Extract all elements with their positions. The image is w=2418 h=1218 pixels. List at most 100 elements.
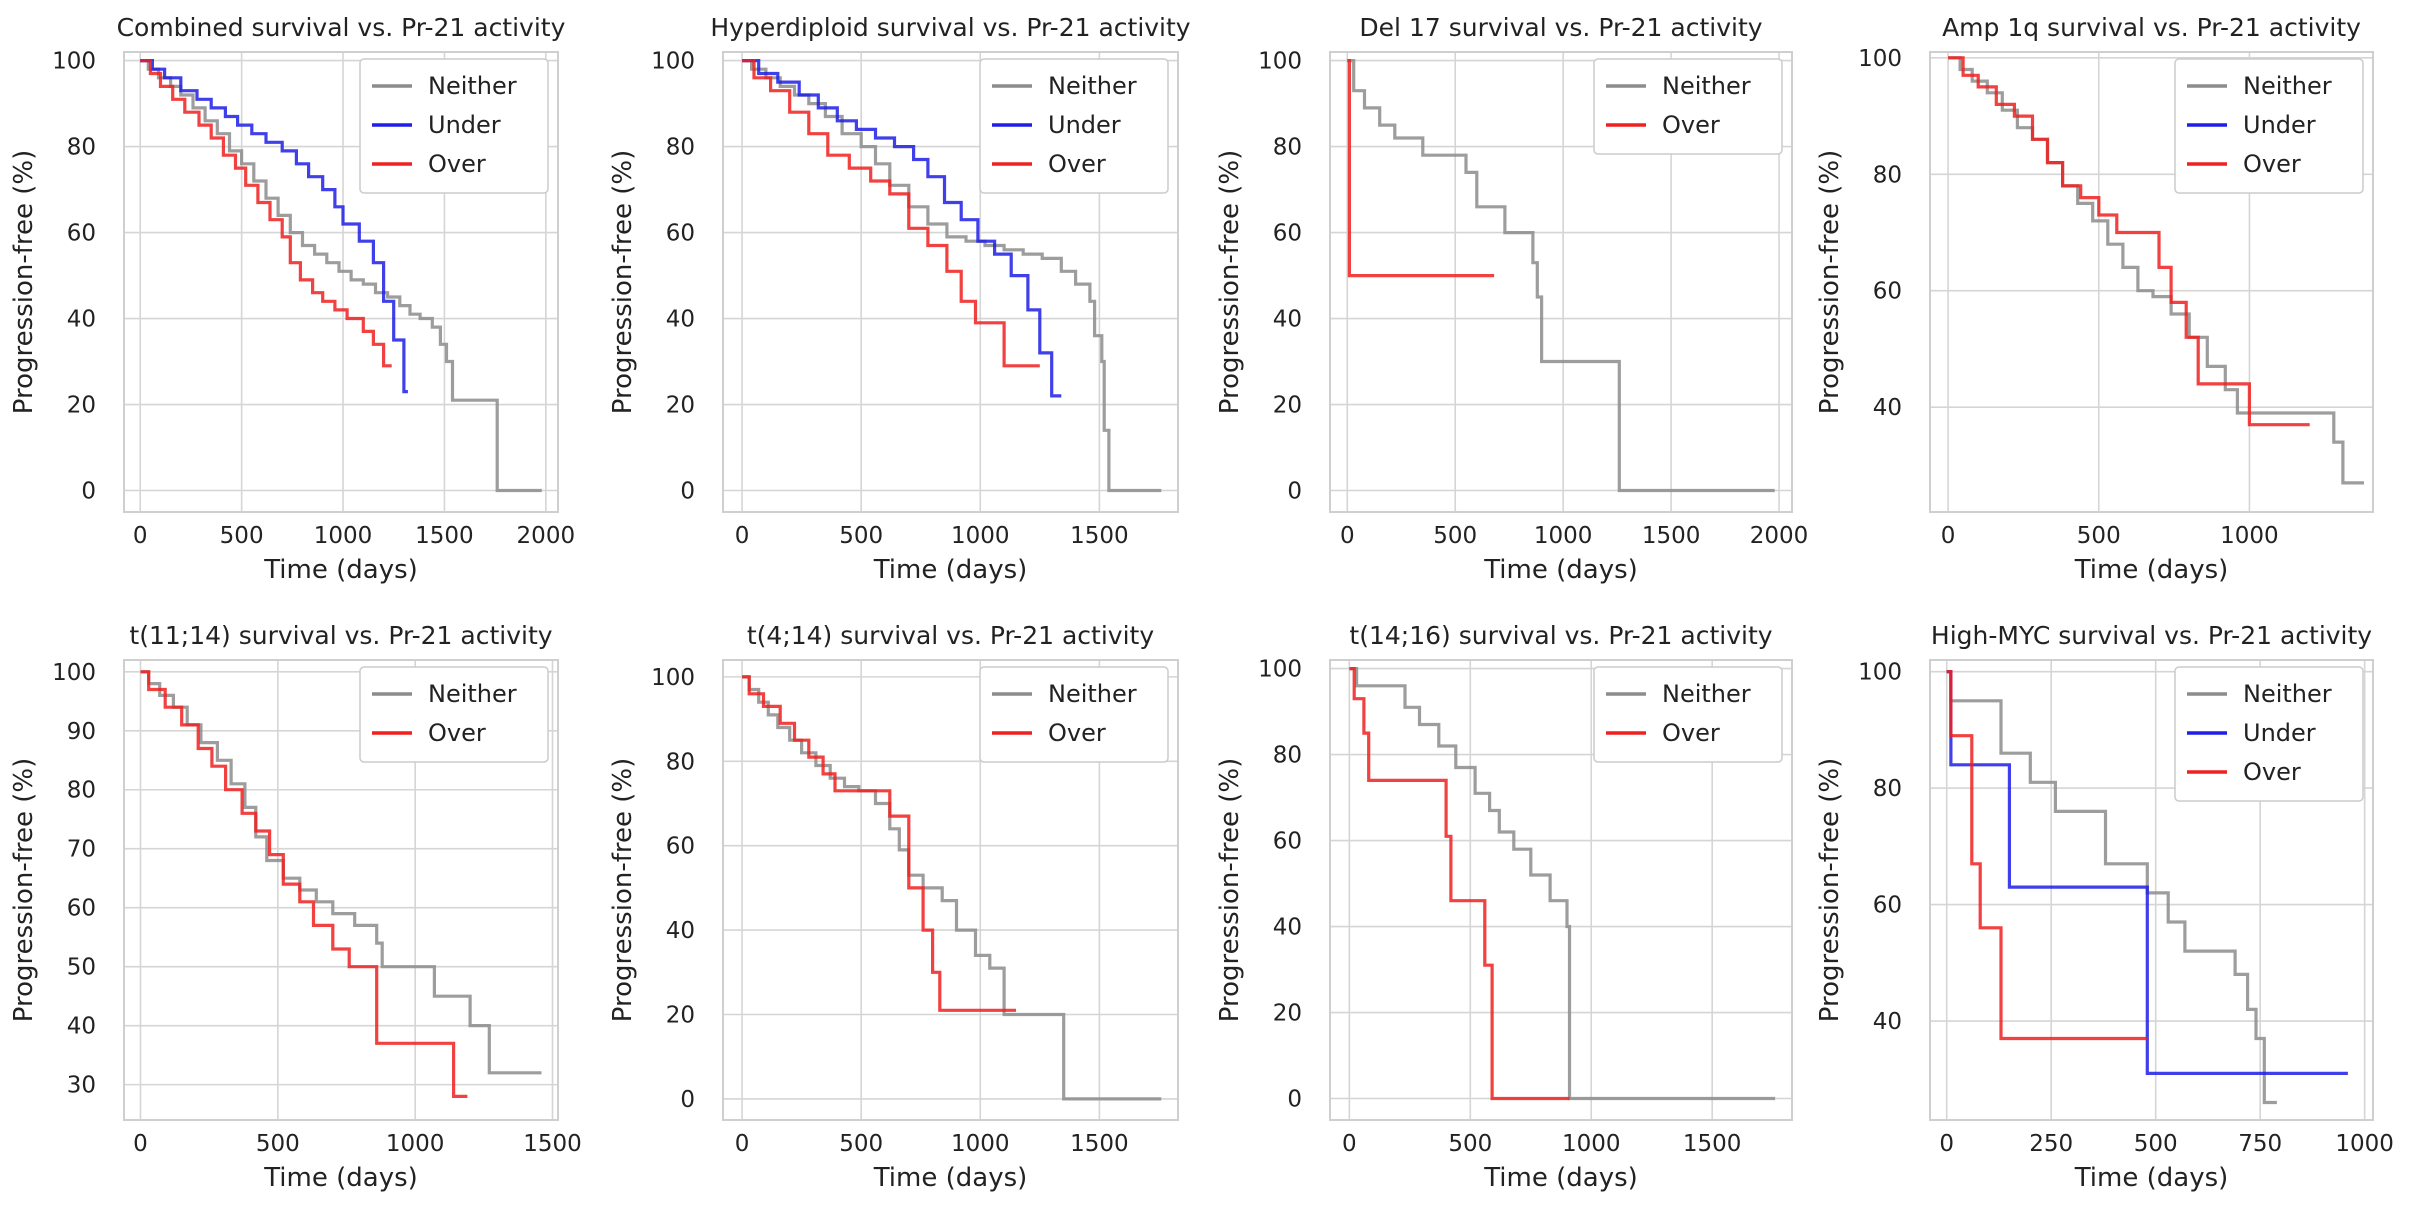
y-tick-label: 60 <box>1273 221 1302 247</box>
y-tick-label: 80 <box>666 135 695 161</box>
y-tick-label: 80 <box>67 778 96 804</box>
legend-label-over: Over <box>428 150 486 178</box>
x-tick-label: 500 <box>2077 523 2121 549</box>
legend-label-over: Over <box>2243 150 2301 178</box>
legend-label-over: Over <box>428 719 486 747</box>
y-tick-label: 20 <box>67 393 96 419</box>
x-tick-label: 500 <box>2134 1131 2178 1157</box>
y-axis-label: Progression-free (%) <box>9 758 39 1022</box>
y-tick-label: 0 <box>680 1087 695 1113</box>
chart-title: t(14;16) survival vs. Pr-21 activity <box>1349 621 1772 650</box>
legend-box <box>2174 666 2364 802</box>
x-tick-label: 500 <box>220 523 264 549</box>
chart-title: High-MYC survival vs. Pr-21 activity <box>1931 621 2372 650</box>
legend-box <box>979 58 1169 194</box>
legend-box <box>359 666 549 763</box>
y-tick-label: 60 <box>67 896 96 922</box>
series-line-over <box>1946 670 2148 1041</box>
y-tick-label: 0 <box>680 479 695 505</box>
x-tick-label: 500 <box>1433 523 1477 549</box>
legend-label-under: Under <box>2243 111 2316 139</box>
series-line-over <box>1349 667 1570 1101</box>
x-tick-label: 250 <box>2029 1131 2073 1157</box>
x-tick-label: 1000 <box>951 1131 1010 1157</box>
chart-title: Combined survival vs. Pr-21 activity <box>117 13 566 42</box>
y-tick-label: 60 <box>1273 829 1302 855</box>
legend-box <box>2174 58 2364 194</box>
x-axis-label: Time (days) <box>873 1163 1028 1193</box>
y-tick-label: 40 <box>1873 395 1902 421</box>
legend-label-neither: Neither <box>1662 72 1751 100</box>
x-tick-label: 0 <box>735 523 750 549</box>
y-tick-label: 80 <box>666 749 695 775</box>
chart-title: Hyperdiploid survival vs. Pr-21 activity <box>710 13 1190 42</box>
y-tick-label: 80 <box>1273 743 1302 769</box>
y-tick-label: 100 <box>52 660 96 686</box>
plot-frame <box>1929 659 2374 1121</box>
x-tick-label: 2000 <box>517 523 576 549</box>
y-axis-label: Progression-free (%) <box>1815 150 1845 414</box>
legend-box <box>979 666 1169 763</box>
x-tick-label: 0 <box>1941 523 1956 549</box>
legend: Neither Over <box>1593 58 1783 155</box>
x-axis-label: Time (days) <box>2074 555 2229 585</box>
y-tick-label: 60 <box>666 834 695 860</box>
series-line-neither <box>1948 56 2364 485</box>
legend-label-over: Over <box>1048 719 1106 747</box>
x-tick-label: 500 <box>839 1131 883 1157</box>
chart-panel-3: 0 500 1000 1500 2000 0 20 40 60 80 100 Del 17 survi… <box>1215 13 1808 585</box>
legend-label-neither: Neither <box>1048 72 1137 100</box>
series-line-neither <box>742 675 1162 1101</box>
y-tick-label: 20 <box>1273 393 1302 419</box>
y-tick-label: 0 <box>81 479 96 505</box>
y-tick-label: 0 <box>1287 479 1302 505</box>
legend-label-neither: Neither <box>428 680 517 708</box>
y-tick-label: 100 <box>1858 660 1902 686</box>
series-line-over <box>140 59 392 368</box>
x-tick-label: 1000 <box>1534 523 1593 549</box>
chart-panel-1: 0 500 1000 1500 2000 0 20 40 60 80 100 Combined sur… <box>9 13 575 585</box>
y-tick-label: 40 <box>1273 915 1302 941</box>
x-axis-label: Time (days) <box>263 1163 418 1193</box>
x-tick-label: 2000 <box>1750 523 1809 549</box>
chart-panel-8: 0 250 500 750 1000 40 60 80 100 High-MYC survival… <box>1815 621 2394 1193</box>
series-line-over <box>1948 56 2310 427</box>
legend: Neither Under Over <box>359 58 549 194</box>
chart-title: Amp 1q survival vs. Pr-21 activity <box>1942 13 2361 42</box>
legend: Neither Under Over <box>979 58 1169 194</box>
series-line-neither <box>1347 59 1775 493</box>
legend-label-over: Over <box>1662 111 1720 139</box>
y-tick-label: 50 <box>67 955 96 981</box>
x-tick-label: 1500 <box>523 1131 582 1157</box>
series-line-neither <box>140 670 542 1075</box>
y-tick-label: 20 <box>666 1002 695 1028</box>
y-tick-label: 90 <box>67 719 96 745</box>
x-tick-label: 0 <box>1939 1131 1954 1157</box>
series-line-neither <box>140 59 542 493</box>
series-line-over <box>742 59 1040 368</box>
y-tick-label: 40 <box>67 307 96 333</box>
chart-title: t(4;14) survival vs. Pr-21 activity <box>747 621 1154 650</box>
y-tick-label: 40 <box>1873 1009 1902 1035</box>
y-tick-label: 80 <box>1873 162 1902 188</box>
legend: Neither Under Over <box>2174 58 2364 194</box>
x-tick-label: 1500 <box>415 523 474 549</box>
legend: Neither Over <box>359 666 549 763</box>
y-axis-label: Progression-free (%) <box>1215 758 1245 1022</box>
y-tick-label: 80 <box>1873 776 1902 802</box>
plot-frame <box>722 659 1179 1121</box>
y-tick-label: 100 <box>1258 657 1302 683</box>
y-axis-label: Progression-free (%) <box>608 150 638 414</box>
y-tick-label: 100 <box>52 49 96 75</box>
series-line-under <box>140 59 408 394</box>
legend-label-under: Under <box>2243 719 2316 747</box>
y-axis-label: Progression-free (%) <box>608 758 638 1022</box>
chart-panel-4: 0 500 1000 40 60 80 100 Amp 1q survival vs. Pr-… <box>1815 13 2374 585</box>
plot-frame <box>722 51 1179 513</box>
y-tick-label: 80 <box>67 135 96 161</box>
x-tick-label: 1500 <box>1070 1131 1129 1157</box>
x-tick-label: 1000 <box>1562 1131 1621 1157</box>
y-tick-label: 60 <box>666 221 695 247</box>
y-tick-label: 60 <box>1873 893 1902 919</box>
